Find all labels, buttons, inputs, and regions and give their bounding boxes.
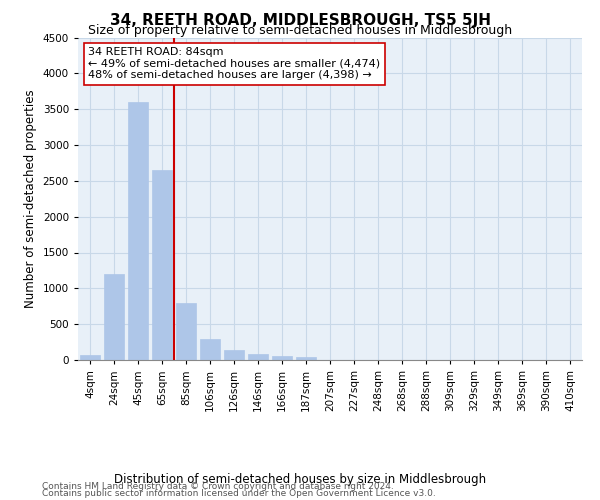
Text: 34, REETH ROAD, MIDDLESBROUGH, TS5 5JH: 34, REETH ROAD, MIDDLESBROUGH, TS5 5JH bbox=[110, 12, 491, 28]
Y-axis label: Number of semi-detached properties: Number of semi-detached properties bbox=[24, 90, 37, 308]
Text: Size of property relative to semi-detached houses in Middlesbrough: Size of property relative to semi-detach… bbox=[88, 24, 512, 37]
Text: Distribution of semi-detached houses by size in Middlesbrough: Distribution of semi-detached houses by … bbox=[114, 472, 486, 486]
Bar bbox=[200, 338, 220, 360]
Bar bbox=[224, 350, 244, 360]
Bar bbox=[296, 357, 316, 360]
Text: Contains public sector information licensed under the Open Government Licence v3: Contains public sector information licen… bbox=[42, 489, 436, 498]
Bar bbox=[104, 274, 124, 360]
Bar bbox=[152, 170, 172, 360]
Bar bbox=[272, 356, 292, 360]
Text: Contains HM Land Registry data © Crown copyright and database right 2024.: Contains HM Land Registry data © Crown c… bbox=[42, 482, 394, 491]
Text: 34 REETH ROAD: 84sqm
← 49% of semi-detached houses are smaller (4,474)
48% of se: 34 REETH ROAD: 84sqm ← 49% of semi-detac… bbox=[88, 47, 380, 80]
Bar bbox=[248, 354, 268, 360]
Bar bbox=[128, 102, 148, 360]
Bar bbox=[80, 354, 100, 360]
Bar bbox=[176, 302, 196, 360]
